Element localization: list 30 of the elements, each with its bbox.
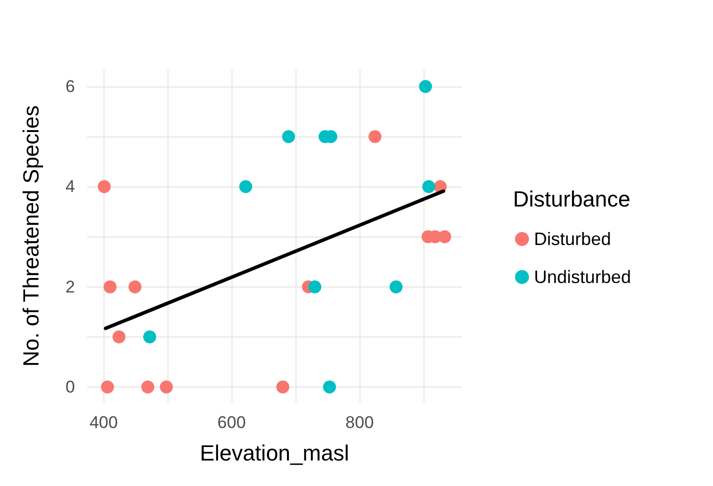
point bbox=[422, 180, 436, 194]
point bbox=[141, 380, 154, 394]
y-tick-label: 2 bbox=[66, 277, 75, 296]
point bbox=[128, 280, 142, 294]
point bbox=[282, 130, 296, 144]
legend-label: Undisturbed bbox=[534, 267, 632, 287]
point bbox=[368, 130, 382, 144]
point bbox=[308, 280, 322, 294]
point bbox=[160, 380, 173, 394]
point bbox=[104, 280, 117, 294]
point bbox=[323, 380, 336, 394]
legend-label: Disturbed bbox=[534, 229, 612, 249]
x-tick-label: 400 bbox=[89, 413, 118, 432]
point bbox=[239, 180, 252, 194]
y-tick-label: 6 bbox=[66, 77, 75, 96]
y-tick-label: 4 bbox=[66, 177, 75, 196]
point bbox=[438, 230, 452, 244]
y-axis-title: No. of Threatened Species bbox=[18, 105, 44, 367]
point bbox=[419, 80, 432, 94]
x-axis-title: Elevation_masl bbox=[200, 440, 350, 466]
legend-title: Disturbance bbox=[513, 186, 630, 212]
point bbox=[100, 380, 114, 394]
point bbox=[112, 330, 126, 344]
point bbox=[143, 330, 156, 344]
point bbox=[276, 380, 290, 394]
point bbox=[98, 180, 111, 194]
x-tick-label: 600 bbox=[217, 413, 246, 432]
point bbox=[390, 280, 403, 294]
x-tick-label: 800 bbox=[345, 413, 374, 432]
y-tick-label: 0 bbox=[66, 377, 75, 396]
